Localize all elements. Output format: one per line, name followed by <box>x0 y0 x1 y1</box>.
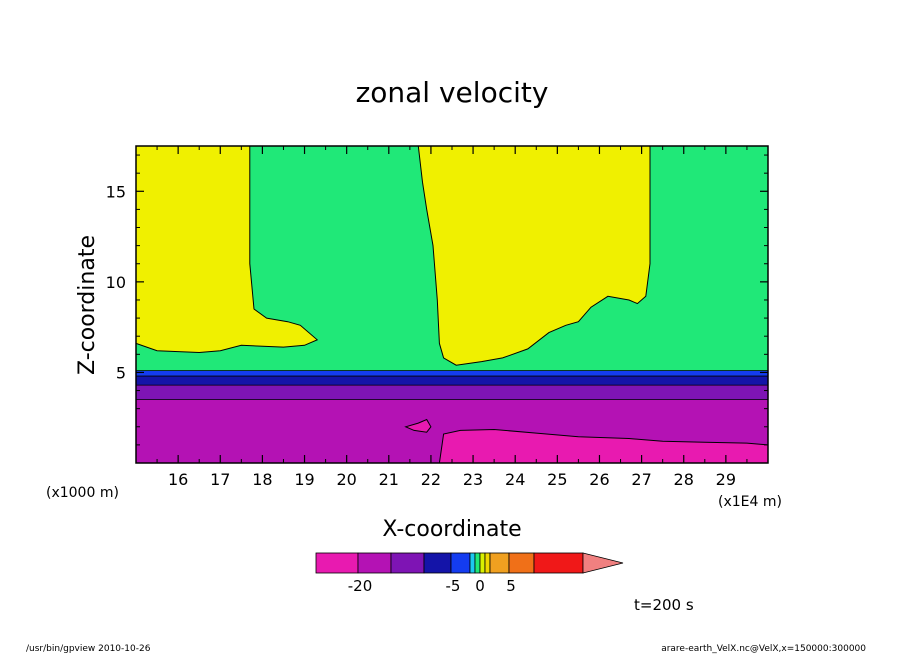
band-navy <box>136 376 768 386</box>
y-tick-label: 15 <box>106 182 126 201</box>
y-unit-label: (x1000 m) <box>46 485 119 501</box>
yellow-left-region <box>135 145 319 354</box>
x-tick-label: 26 <box>589 470 609 489</box>
colorbar-segment <box>390 552 425 574</box>
small-blob <box>404 418 432 433</box>
x-tick-label: 20 <box>336 470 356 489</box>
chart-title: zonal velocity <box>356 76 549 109</box>
colorbar-tick-label: 0 <box>475 577 485 595</box>
band-blue <box>136 370 768 377</box>
x-axis-label: X-coordinate <box>382 517 521 542</box>
colorbar-ticks: -20 -5 0 5 <box>348 577 516 595</box>
x-tick-label: 23 <box>463 470 483 489</box>
x-ticks: 16 17 18 19 20 21 22 23 24 25 26 27 28 29 <box>156 146 748 489</box>
colorbar-segment <box>484 552 491 574</box>
footer-left: /usr/bin/gpview 2010-10-26 <box>26 644 151 654</box>
x-tick-label: 29 <box>716 470 736 489</box>
colorbar-segment <box>450 552 471 574</box>
x-tick-label: 18 <box>252 470 272 489</box>
y-axis-label: Z-coordinate <box>75 235 100 375</box>
yellow-mid-region <box>417 145 651 366</box>
x-tick-label: 28 <box>674 470 694 489</box>
x-tick-label: 22 <box>421 470 441 489</box>
colorbar-tick-label: -5 <box>446 577 461 595</box>
colorbar-segment <box>489 552 510 574</box>
colorbar-arrow <box>582 552 624 574</box>
colorbar-segment <box>479 552 486 574</box>
x-unit-label: (x1E4 m) <box>718 494 782 510</box>
colorbar-segment <box>533 552 584 574</box>
x-tick-label: 16 <box>168 470 188 489</box>
colorbar-tick-label: -20 <box>348 577 373 595</box>
colorbar-segment <box>474 552 481 574</box>
x-tick-label: 17 <box>210 470 230 489</box>
x-tick-label: 21 <box>379 470 399 489</box>
colorbar-segment <box>469 552 476 574</box>
x-tick-label: 27 <box>631 470 651 489</box>
colorbar-segment <box>423 552 452 574</box>
colorbar-tick-label: 5 <box>506 577 516 595</box>
plot-area <box>135 145 769 464</box>
x-tick-label: 24 <box>505 470 525 489</box>
colorbar-segment <box>357 552 392 574</box>
y-ticks: 5 10 15 <box>106 154 768 446</box>
footer-right: arare-earth_VelX.nc@VelX,x=150000:300000 <box>661 644 866 654</box>
x-tick-label: 25 <box>547 470 567 489</box>
time-label: t=200 s <box>634 596 694 614</box>
colorbar <box>315 552 624 574</box>
y-tick-label: 10 <box>106 273 126 292</box>
y-tick-label: 5 <box>116 363 126 382</box>
x-tick-label: 19 <box>294 470 314 489</box>
colorbar-segment <box>315 552 359 574</box>
colorbar-segment <box>508 552 535 574</box>
band-purple <box>136 385 768 400</box>
